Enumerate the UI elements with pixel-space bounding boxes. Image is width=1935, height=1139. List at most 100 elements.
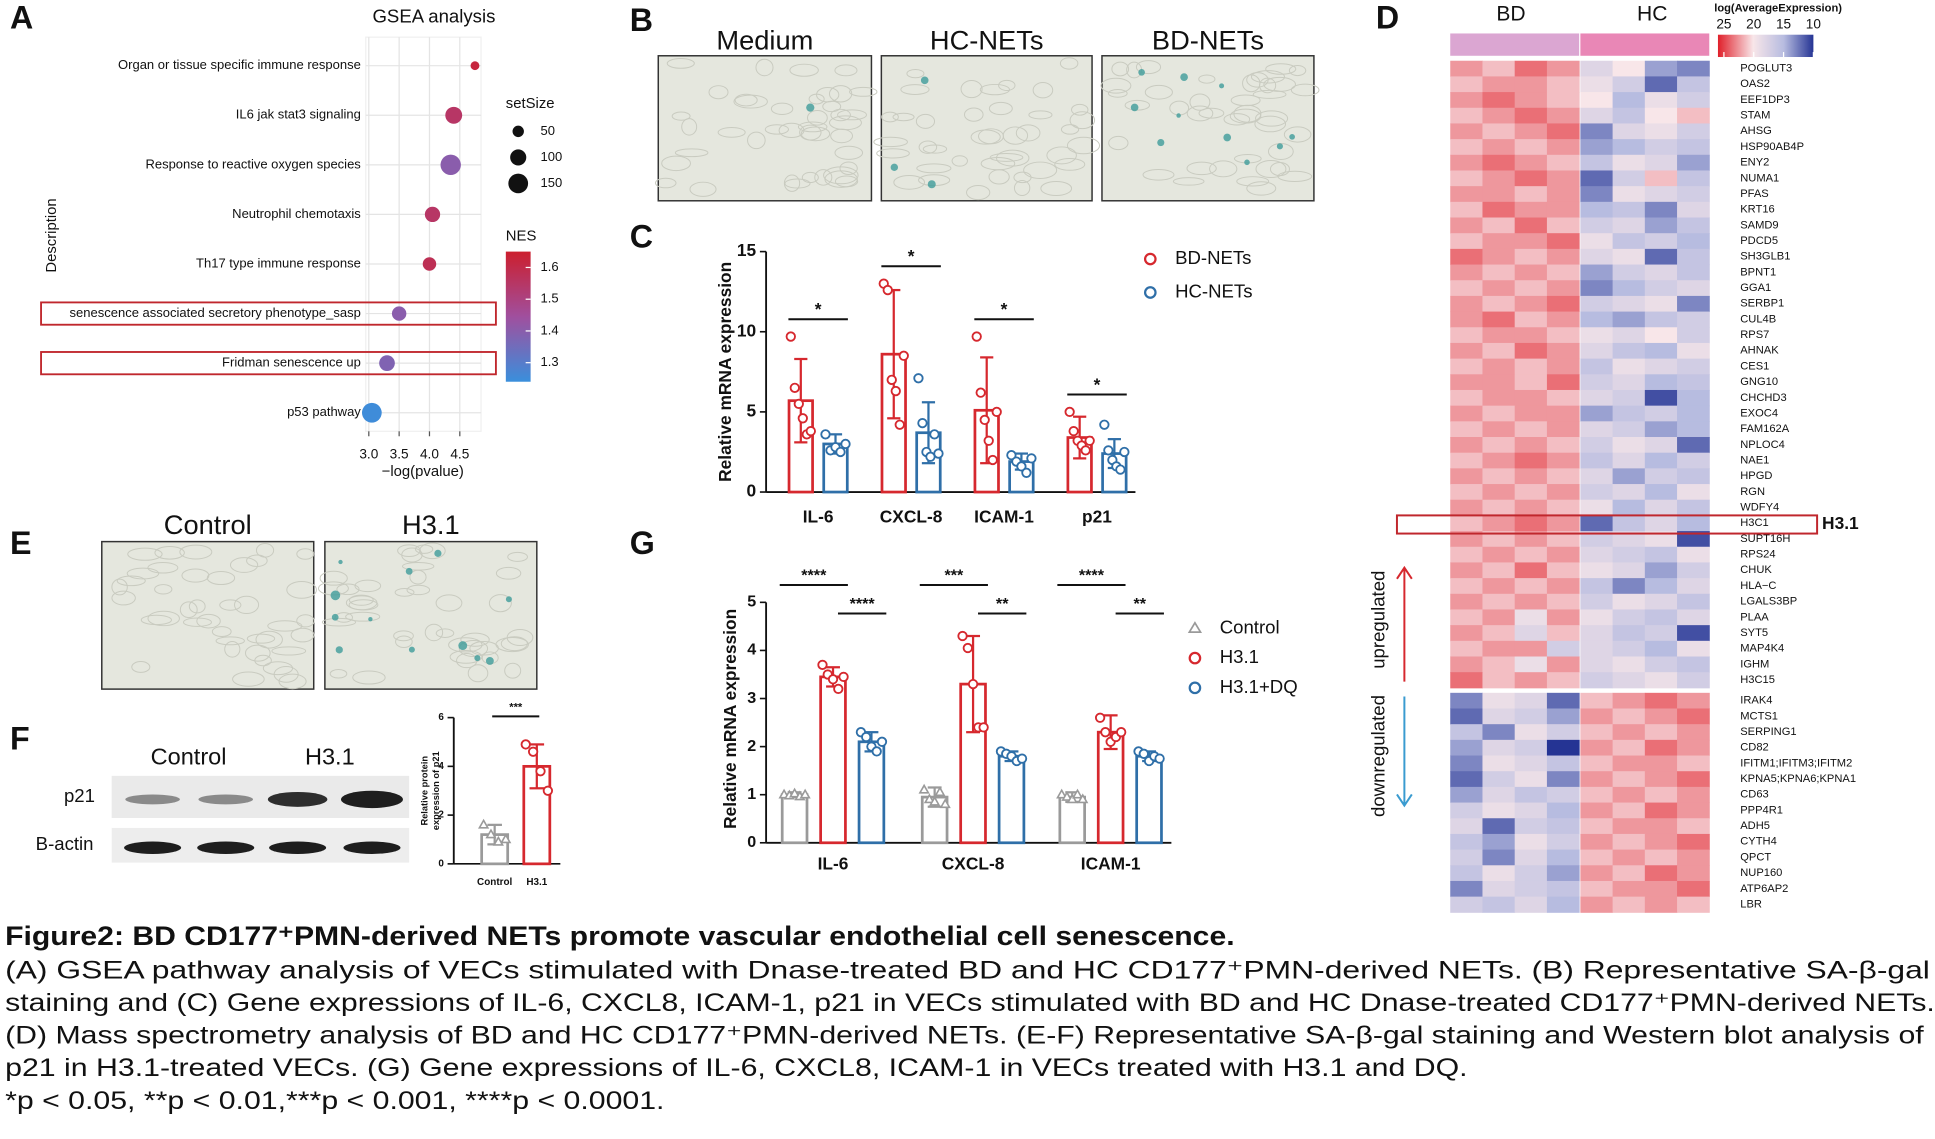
heatmap-cell (1644, 849, 1678, 866)
heatmap-cell (1546, 468, 1580, 485)
bar (1096, 730, 1125, 845)
heatmap-cell (1482, 201, 1516, 219)
panel-letter: D (1376, 0, 1399, 35)
heatmap-cell (1677, 295, 1710, 313)
heatmap-cell (1450, 186, 1483, 203)
gene-label: SAMD9 (1740, 219, 1778, 231)
cell-texture (1135, 60, 1162, 75)
heatmap-cell (1546, 139, 1580, 156)
x-tick-label: H3.1 (526, 877, 547, 888)
heatmap-cell (1514, 327, 1548, 344)
cell-texture (506, 629, 534, 646)
data-point (835, 446, 846, 458)
heatmap-cell (1546, 739, 1580, 757)
heatmap-cell (1644, 327, 1678, 344)
cell-texture (1013, 171, 1032, 184)
heatmap-cell (1677, 546, 1710, 563)
legend-title: log(AverageExpression) (1714, 3, 1842, 15)
cell-texture (352, 670, 386, 685)
heatmap-cell (1677, 531, 1710, 548)
heatmap-cell (1612, 452, 1646, 469)
data-point (542, 785, 554, 796)
cell-texture (900, 84, 930, 95)
cell-texture (211, 626, 232, 637)
heatmap-cell (1644, 437, 1678, 454)
gene-label: CHCHD3 (1740, 392, 1786, 404)
image-label: H3.1 (402, 509, 460, 540)
heatmap-cell (1677, 452, 1710, 469)
heatmap-cell (1514, 342, 1548, 360)
cell-texture (970, 129, 1001, 145)
heatmap-cell (1514, 656, 1548, 673)
heatmap-cell (1580, 154, 1614, 171)
panel-letter: A (10, 0, 33, 35)
data-point (1077, 793, 1089, 804)
y-tick-label: 5 (747, 400, 757, 420)
heatmap-cell (1644, 76, 1678, 93)
heatmap-cell (1514, 405, 1548, 422)
heatmap-cell (1514, 609, 1548, 626)
gene-label: CUL4B (1740, 313, 1776, 325)
gene-label: NUMA1 (1740, 172, 1779, 184)
x-tick-label: CXCL-8 (880, 507, 943, 527)
heatmap-cell (1514, 468, 1548, 485)
heatmap-cell (1644, 468, 1678, 485)
cell-texture (814, 169, 833, 186)
cell-texture (1071, 103, 1089, 116)
cell-texture (998, 79, 1016, 91)
heatmap-cell (1514, 896, 1548, 913)
heatmap-cell (1514, 186, 1548, 203)
heatmap-cell (1450, 562, 1483, 579)
heatmap-cell (1677, 739, 1710, 757)
data-point (1099, 419, 1110, 430)
gene-label: PFAS (1740, 188, 1768, 200)
heatmap-cell (1450, 374, 1483, 391)
cell-texture (469, 641, 499, 656)
heatmap-cell (1644, 531, 1678, 548)
y-tick-label: 1 (747, 785, 756, 803)
gene-label: AHSG (1740, 125, 1772, 137)
heatmap-cell (1546, 421, 1580, 438)
heatmap-cell (1580, 546, 1614, 563)
heatmap-cell (1644, 724, 1678, 741)
stained-cell (1276, 143, 1283, 150)
gene-label: H3C1 (1740, 517, 1768, 529)
heatmap-cell (1644, 295, 1678, 313)
highlight-box (40, 351, 497, 376)
row-label: p21 (64, 785, 95, 806)
heatmap-cell (1677, 672, 1710, 689)
heatmap-cell (1580, 123, 1614, 140)
heatmap-cell (1644, 786, 1678, 804)
caption-line: (A) GSEA pathway analysis of VECs stimul… (5, 956, 1930, 984)
heatmap-cell (1546, 562, 1580, 579)
heatmap-cell (1677, 358, 1710, 375)
heatmap-cell (1677, 311, 1710, 328)
y-tick-label: 0 (747, 481, 757, 501)
heatmap-cell (1514, 755, 1548, 772)
colorbar-label: 25 (1716, 16, 1731, 31)
heatmap-cell (1514, 818, 1548, 835)
heatmap-cell (1514, 531, 1548, 548)
cell-texture (406, 584, 431, 596)
heatmap-cell (1580, 640, 1614, 658)
heatmap-cell (1546, 880, 1580, 898)
heatmap-cell (1482, 499, 1516, 516)
cell-texture (219, 599, 242, 611)
heatmap-cell (1546, 640, 1580, 658)
blot-band (198, 794, 253, 805)
heatmap-cell (1514, 374, 1548, 391)
heatmap-cell (1580, 107, 1614, 124)
stained-cell (1176, 113, 1181, 118)
caption-line: (D) Mass spectrometry analysis of BD and… (5, 1022, 1925, 1050)
data-point (861, 731, 872, 743)
heatmap-cell (1450, 92, 1483, 109)
blot-band (269, 841, 327, 854)
heatmap-cell (1580, 880, 1614, 898)
heatmap-cell (1546, 123, 1580, 140)
heatmap-cell (1514, 625, 1548, 642)
heatmap-cell (1450, 437, 1483, 454)
heatmap-cell (1514, 849, 1548, 866)
stained-cell (1130, 103, 1139, 112)
heatmap-cell (1546, 92, 1580, 109)
